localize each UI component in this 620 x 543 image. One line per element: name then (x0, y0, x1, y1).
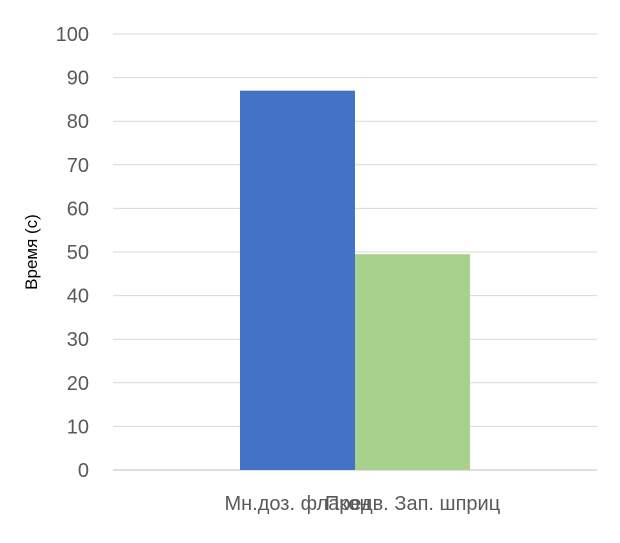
bar-2 (355, 254, 470, 470)
y-tick-label: 10 (67, 416, 89, 438)
y-tick-label: 50 (67, 242, 89, 264)
x-category-label: Предв. Зап. шприц (325, 493, 500, 515)
y-tick-label: 20 (67, 373, 89, 395)
bars (240, 90, 470, 471)
x-category-label: Мн.доз. флакон (224, 493, 370, 515)
y-tick-label: 90 (67, 68, 89, 90)
y-tick-label: 40 (67, 286, 89, 308)
y-tick-label: 100 (56, 24, 89, 46)
y-tick-label: 0 (78, 460, 89, 482)
y-tick-label: 60 (67, 198, 89, 220)
y-tick-label: 70 (67, 155, 89, 177)
bar-1 (240, 90, 355, 471)
y-axis-title: Время (с) (22, 214, 41, 290)
y-tick-label: 80 (67, 111, 89, 133)
y-tick-label: 30 (67, 329, 89, 351)
y-axis-ticks: 0 10 20 30 40 50 60 70 80 90 100 (56, 24, 89, 482)
